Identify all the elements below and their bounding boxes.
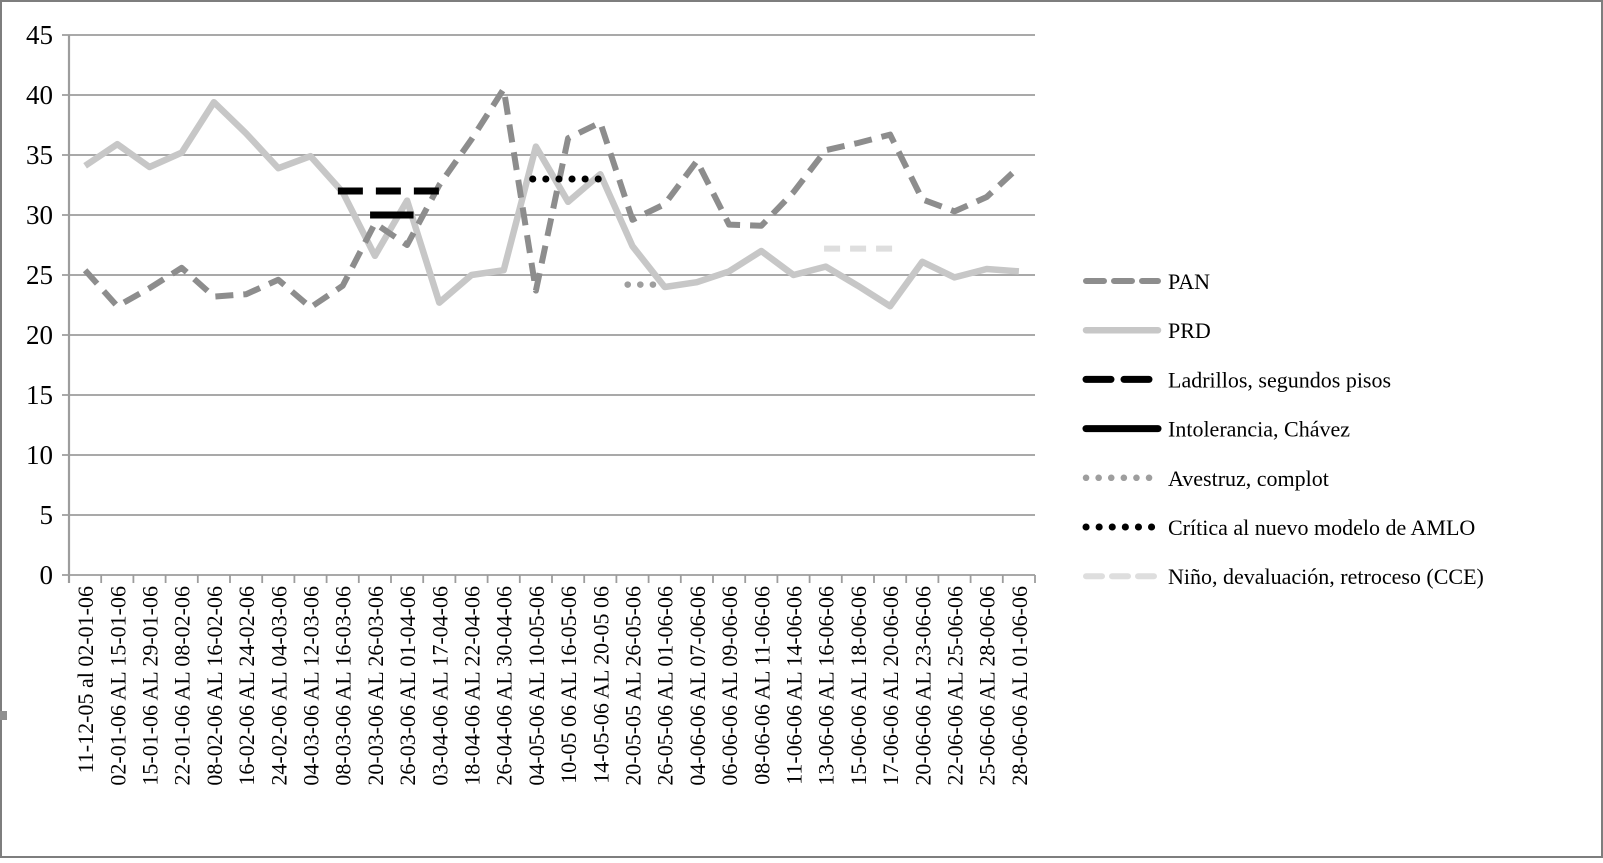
- x-axis-label-18: 20-05-05 AL 26-05-06: [621, 586, 646, 786]
- x-axis-label-12: 03-04-06 AL 17-04-06: [427, 586, 452, 786]
- y-axis-label-40: 40: [26, 80, 53, 110]
- legend-label-nino-devaluacion-retroceso-cce: Niño, devaluación, retroceso (CCE): [1168, 564, 1484, 589]
- x-axis-label-4: 22-01-06 AL 08-02-06: [170, 586, 195, 786]
- x-axis-label-1: 11-12-05 al 02-01-06: [73, 586, 98, 773]
- legend-label-pan: PAN: [1168, 269, 1210, 294]
- x-axis-label-2: 02-01-06 AL 15-01-06: [105, 586, 130, 786]
- x-axis-label-6: 16-02-06 AL 24-02-06: [234, 586, 259, 786]
- x-axis-label-24: 13-06-06 AL 16-06-06: [814, 586, 839, 786]
- x-axis-label-5: 08-02-06 AL 16-02-06: [202, 586, 227, 786]
- prd-series-line: [83, 98, 1020, 310]
- legend-label-prd: PRD: [1168, 318, 1211, 343]
- y-axis-label-10: 10: [26, 440, 53, 470]
- x-axis-label-7: 24-02-06 AL 04-03-06: [266, 586, 291, 786]
- y-axis-label-25: 25: [26, 260, 53, 290]
- x-axis-label-21: 06-06-06 AL 09-06-06: [717, 586, 742, 786]
- x-axis-label-9: 08-03-06 AL 16-03-06: [331, 586, 356, 786]
- x-axis-label-14: 26-04-06 AL 30-04-06: [492, 586, 517, 786]
- legend-label-ladrillos-segundos-pisos: Ladrillos, segundos pisos: [1168, 367, 1391, 392]
- x-axis-label-3: 15-01-06 AL 29-01-06: [138, 586, 163, 786]
- y-axis-label-20: 20: [26, 320, 53, 350]
- pan-series-line: [82, 86, 1021, 311]
- legend-label-avestruz-complot: Avestruz, complot: [1168, 466, 1329, 491]
- y-axis-label-35: 35: [26, 140, 53, 170]
- x-axis-label-19: 26-05-06 AL 01-06-06: [653, 586, 678, 786]
- x-axis-label-16: 10-05 06 AL 16-05-06: [556, 586, 581, 784]
- x-axis-label-17: 14-05-06 AL 20-05 06: [588, 586, 613, 784]
- x-axis-label-13: 18-04-06 AL 22-04-06: [460, 586, 485, 786]
- x-axis-label-23: 11-06-06 AL 14-06-06: [782, 586, 807, 785]
- y-axis-label-45: 45: [26, 20, 53, 50]
- y-axis-label-5: 5: [40, 500, 54, 530]
- legend-label-intolerancia-chavez: Intolerancia, Chávez: [1168, 417, 1350, 442]
- x-axis-label-20: 04-06-06 AL 07-06-06: [685, 586, 710, 786]
- x-axis-label-30: 28-06-06 AL 01-06-06: [1007, 586, 1032, 786]
- x-axis-label-22: 08-06-06 AL 11-06-06: [749, 586, 774, 785]
- y-axis-label-0: 0: [40, 560, 54, 590]
- x-axis-label-8: 04-03-06 AL 12-03-06: [299, 586, 324, 786]
- legend-label-critica-al-nuevo-modelo-de-amlo: Crítica al nuevo modelo de AMLO: [1168, 515, 1475, 540]
- y-axis-label-15: 15: [26, 380, 53, 410]
- x-axis-label-27: 20-06-06 AL 23-06-06: [910, 586, 935, 786]
- x-axis-label-25: 15-06-06 AL 18-06-06: [846, 586, 871, 786]
- x-axis-label-10: 20-03-06 AL 26-03-06: [363, 586, 388, 786]
- x-axis-label-29: 25-06-06 AL 28-06-06: [975, 586, 1000, 786]
- left-edge-artifact: [0, 711, 7, 720]
- y-axis-label-30: 30: [26, 200, 53, 230]
- x-axis-label-26: 17-06-06 AL 20-06-06: [878, 586, 903, 786]
- x-axis-label-11: 26-03-06 AL 01-04-06: [395, 586, 420, 786]
- x-axis-label-28: 22-06-06 AL 25-06-06: [943, 586, 968, 786]
- x-axis-label-15: 04-05-06 AL 10-05-06: [524, 586, 549, 786]
